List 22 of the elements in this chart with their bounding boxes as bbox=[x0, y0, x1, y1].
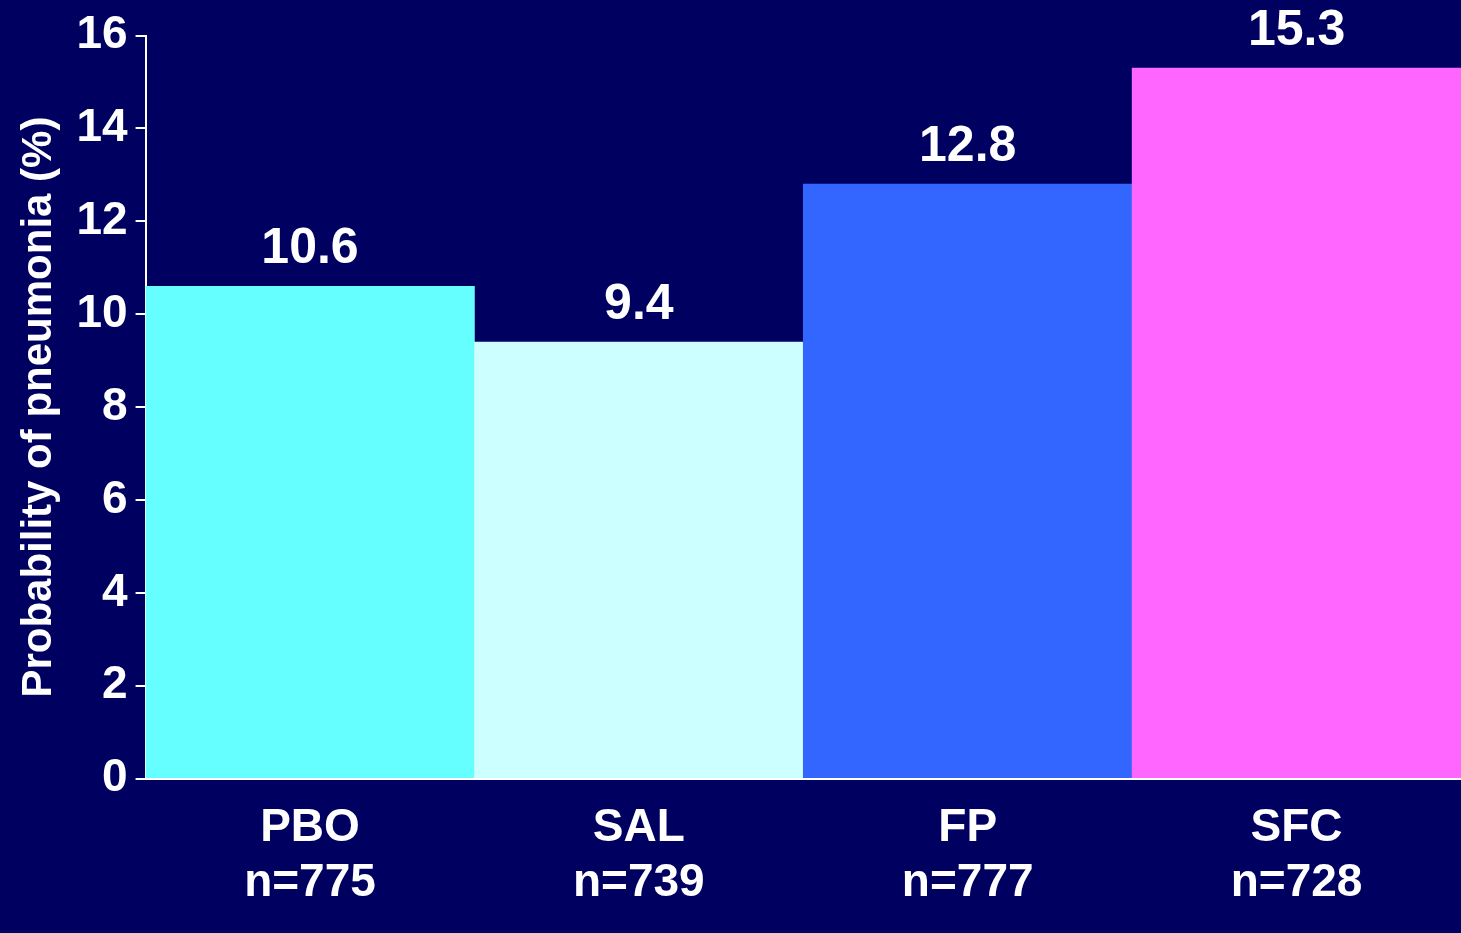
y-tick-label: 8 bbox=[101, 377, 128, 430]
y-tick-label: 14 bbox=[76, 99, 128, 152]
data-label: 10.6 bbox=[261, 218, 359, 275]
bar bbox=[474, 341, 804, 778]
data-label: 12.8 bbox=[919, 115, 1017, 172]
x-tick-label: FP n=777 bbox=[901, 798, 1034, 907]
y-tick-label: 4 bbox=[101, 563, 128, 616]
y-tick-label: 12 bbox=[76, 192, 128, 245]
y-tick-label: 10 bbox=[76, 284, 128, 337]
y-tick-label: 2 bbox=[101, 656, 128, 709]
y-tick-label: 16 bbox=[76, 6, 128, 59]
y-tick-label: 0 bbox=[101, 749, 128, 802]
y-axis-title: Probability of pneumonia (%) bbox=[12, 116, 60, 698]
bar bbox=[145, 286, 475, 778]
bar bbox=[802, 183, 1133, 778]
x-tick-label: PBO n=775 bbox=[244, 798, 376, 907]
data-label: 9.4 bbox=[604, 273, 674, 330]
bar bbox=[1131, 67, 1461, 778]
x-tick-label: SAL n=739 bbox=[572, 798, 705, 907]
data-label: 15.3 bbox=[1247, 0, 1346, 56]
x-tick-label: SFC n=728 bbox=[1230, 798, 1363, 907]
y-tick-label: 6 bbox=[101, 470, 128, 523]
